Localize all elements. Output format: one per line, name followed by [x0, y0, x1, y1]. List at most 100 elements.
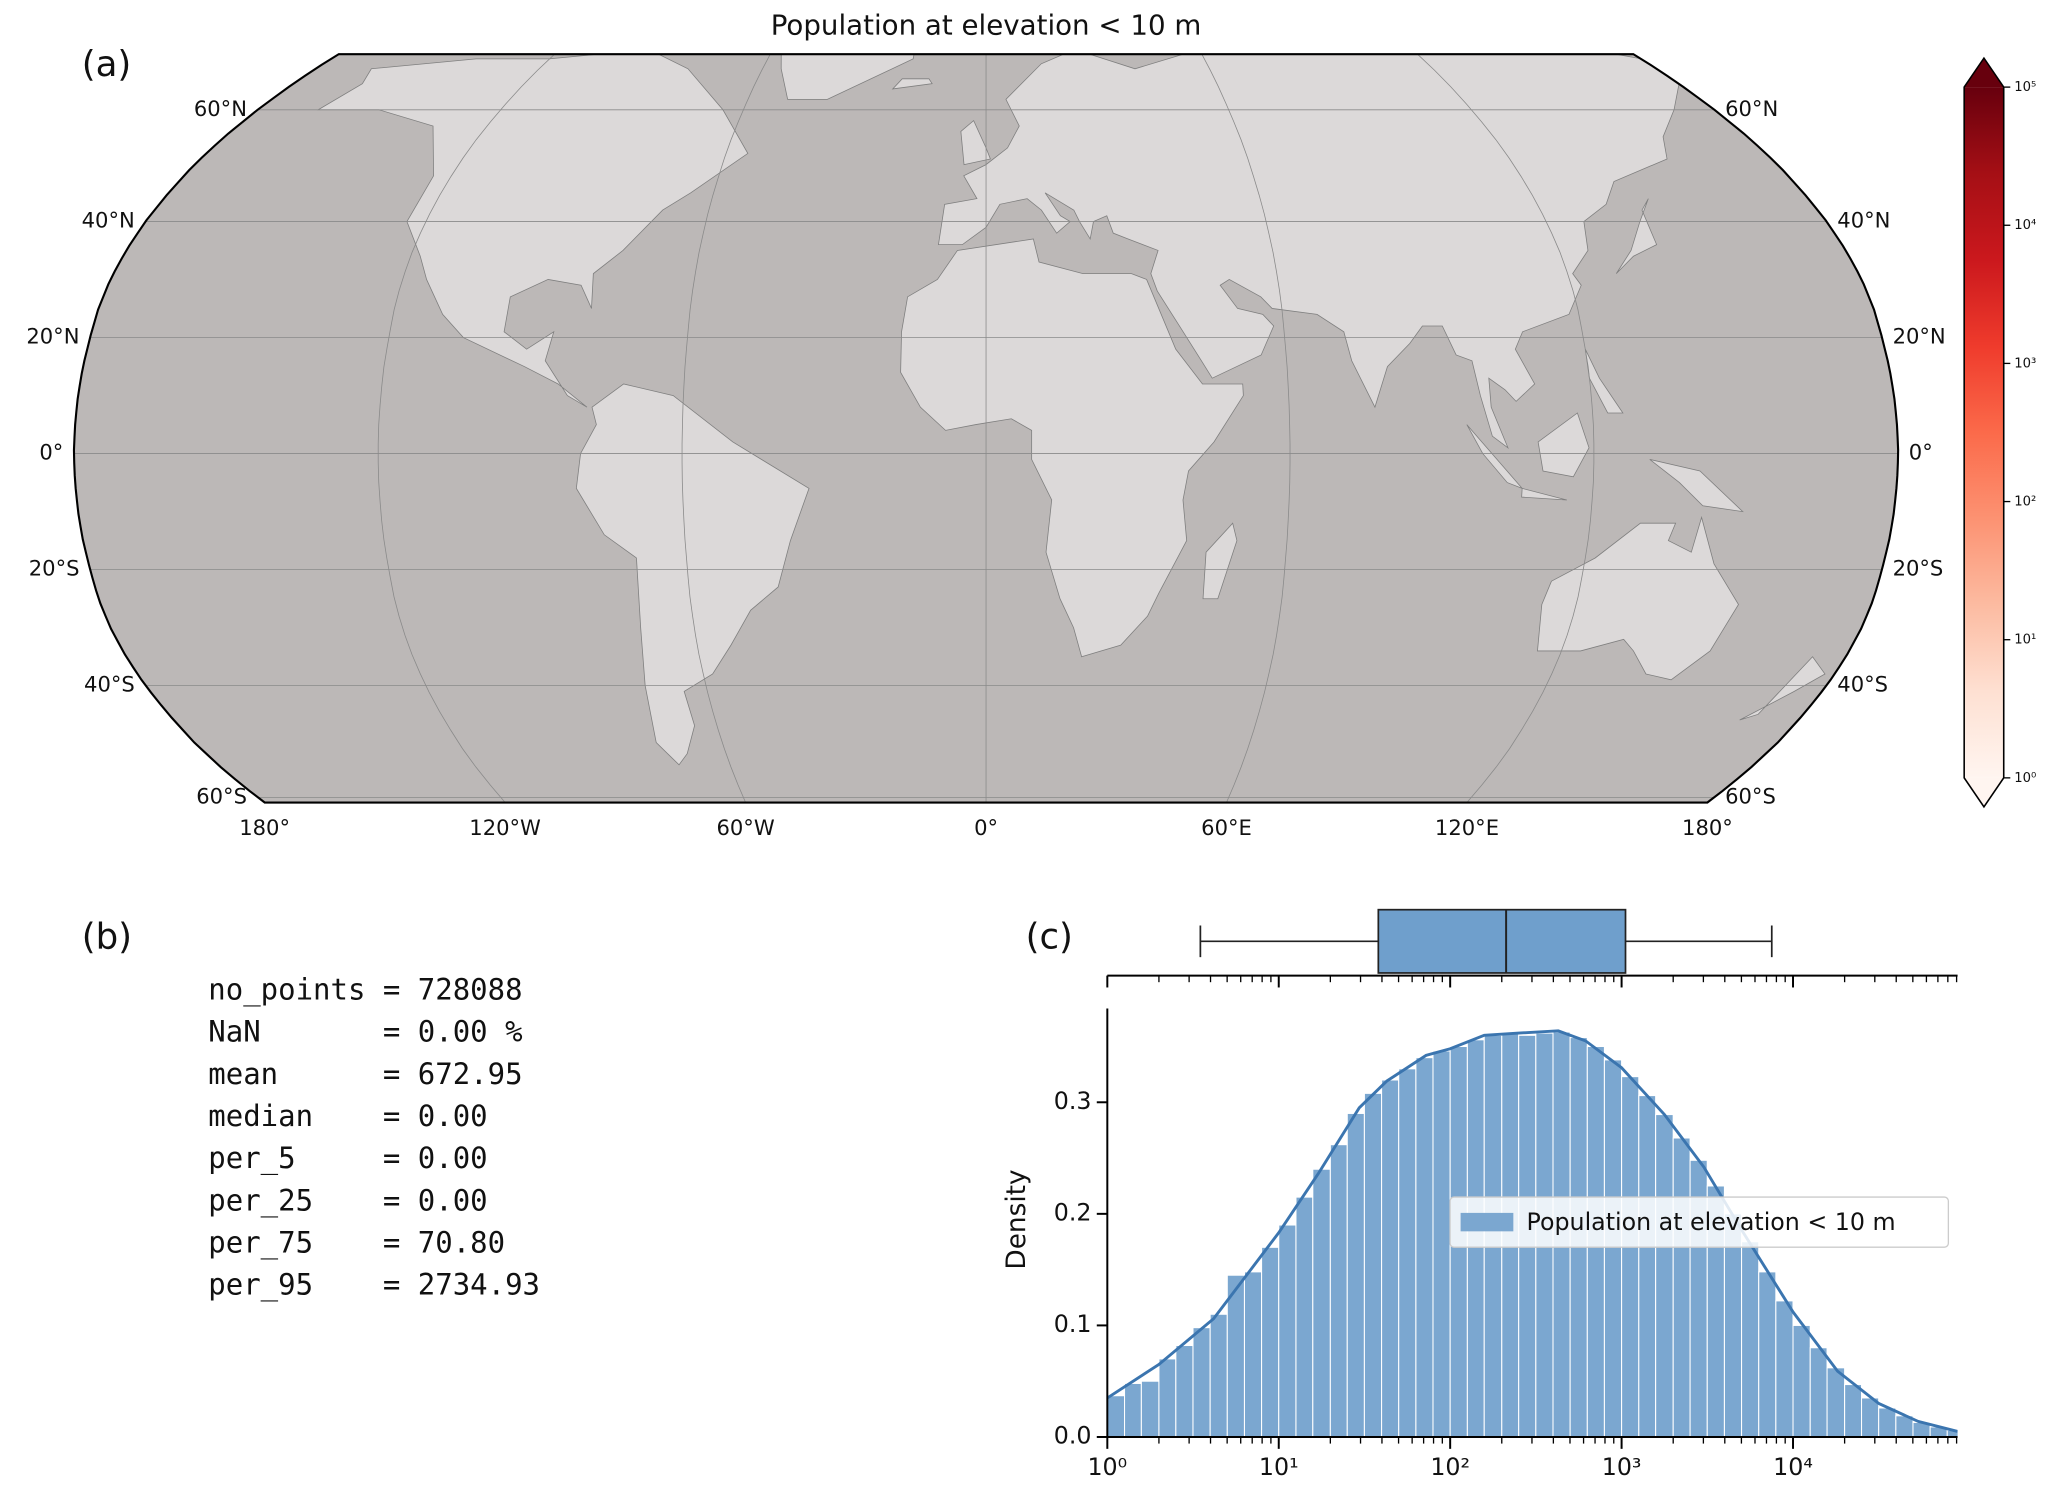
bar: [1809, 1347, 1828, 1437]
legend-box: [1449, 1196, 1950, 1248]
bar: [1363, 1092, 1383, 1437]
land-group: [316, 54, 1826, 766]
lat-label: 60°S: [196, 783, 247, 808]
colorbar-extend: [1964, 58, 2004, 88]
land: [1202, 522, 1238, 600]
land: [316, 54, 749, 408]
bar: [1124, 1382, 1142, 1437]
grid-line: [1201, 53, 1291, 803]
land: [1615, 198, 1658, 274]
bar: [1261, 1246, 1280, 1437]
bar: [1209, 1313, 1228, 1437]
stats-line: per_25 = 0.00: [208, 1183, 487, 1218]
lon-label: 180°: [239, 815, 290, 840]
lat-label: 60°N: [1725, 96, 1778, 121]
lat-label: 20°N: [26, 324, 79, 349]
colorbar-tick-label: 10⁴: [2014, 218, 2036, 233]
bar: [1175, 1344, 1194, 1437]
x-tick-label: 10³: [1602, 1453, 1642, 1481]
lat-label: 20°S: [29, 556, 80, 581]
lat-label: 0°: [1909, 440, 1933, 465]
land: [1739, 656, 1826, 721]
bar: [1655, 1114, 1674, 1437]
colorbar: [1964, 87, 2004, 778]
x-tick-label: 10⁴: [1773, 1453, 1813, 1481]
grid-line: [377, 53, 555, 803]
bar: [1603, 1059, 1623, 1437]
bar: [1278, 1224, 1297, 1437]
lat-label: 40°N: [1837, 208, 1890, 233]
lat-label: 40°S: [84, 672, 135, 697]
bar: [1192, 1327, 1211, 1437]
bar: [1638, 1095, 1657, 1437]
stats-line: per_75 = 70.80: [208, 1226, 505, 1261]
bar: [1758, 1271, 1777, 1437]
panel-label: (c): [1026, 917, 1073, 958]
colorbar-tick-label: 10⁰: [2014, 771, 2036, 786]
bar: [1861, 1397, 1880, 1437]
stats-line: per_5 = 0.00: [208, 1141, 487, 1176]
panel-label: (b): [82, 917, 132, 958]
land: [891, 78, 933, 90]
colorbar-tick-label: 10²: [2014, 495, 2036, 510]
y-tick-label: 0.2: [1054, 1198, 1092, 1226]
stats-line: per_95 = 2734.93: [208, 1268, 540, 1303]
land: [1466, 424, 1523, 489]
bar: [1792, 1324, 1811, 1437]
grid-line: [681, 53, 771, 803]
y-tick-label: 0.1: [1054, 1310, 1092, 1338]
bar: [1672, 1137, 1691, 1437]
bar: [1432, 1050, 1451, 1437]
lat-label: 60°S: [1725, 783, 1776, 808]
lat-label: 60°N: [194, 96, 247, 121]
land: [1521, 487, 1567, 501]
bar: [1158, 1358, 1177, 1437]
bar: [1312, 1168, 1331, 1437]
panel-label: (a): [82, 44, 132, 85]
bar: [1329, 1144, 1348, 1437]
lat-label: 20°S: [1893, 556, 1944, 581]
bar: [1775, 1300, 1794, 1437]
bar: [1826, 1367, 1846, 1437]
lat-label: 20°N: [1893, 324, 1946, 349]
bar: [1140, 1380, 1160, 1437]
lat-label: 40°N: [82, 208, 135, 233]
bar: [1381, 1079, 1400, 1437]
lon-label: 60°E: [1201, 815, 1252, 840]
stats-line: median = 0.00: [208, 1099, 487, 1133]
bar: [1741, 1241, 1760, 1437]
bar: [1107, 1395, 1126, 1437]
bar: [1844, 1384, 1863, 1437]
box: [1377, 908, 1627, 974]
y-axis-label: Density: [1002, 1169, 1032, 1269]
colorbar-tick-label: 10³: [2014, 356, 2036, 371]
legend-swatch: [1460, 1212, 1514, 1232]
lon-label: 60°W: [716, 815, 774, 840]
bar: [1621, 1076, 1640, 1437]
colorbar-tick-label: 10⁵: [2014, 80, 2036, 95]
map-frame: [72, 53, 1900, 804]
legend-label: Population at elevation < 10 m: [1527, 1208, 1896, 1236]
stats-line: mean = 672.95: [208, 1057, 522, 1091]
y-tick-label: 0.0: [1054, 1421, 1092, 1449]
bar: [1346, 1112, 1365, 1437]
bar: [1243, 1271, 1263, 1437]
lon-label: 0°: [974, 815, 998, 840]
stats-line: NaN = 0.00 %: [208, 1015, 522, 1049]
bar: [1398, 1068, 1417, 1437]
map-title: Population at elevation < 10 m: [771, 8, 1202, 41]
grid-line: [1417, 53, 1595, 803]
colorbar-extend: [1964, 777, 2004, 807]
stats-line: no_points = 728088: [208, 972, 522, 1007]
land: [575, 383, 810, 766]
kde-line: [1107, 1029, 1958, 1433]
bar: [1878, 1407, 1897, 1437]
land: [1537, 412, 1590, 478]
x-tick-label: 10¹: [1259, 1453, 1299, 1481]
histogram-bars: [1107, 1029, 1958, 1437]
lat-label: 40°S: [1837, 672, 1888, 697]
colorbar-tick-label: 10¹: [2014, 633, 2036, 648]
lon-label: 120°E: [1435, 815, 1499, 840]
